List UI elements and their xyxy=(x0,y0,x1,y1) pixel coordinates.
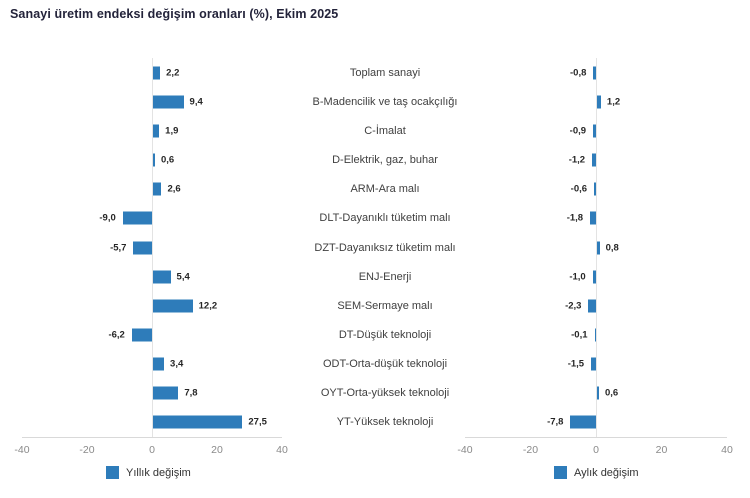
monthly-axis-tick-label: -20 xyxy=(522,444,539,456)
monthly-x-axis xyxy=(465,437,727,438)
monthly-value-label: -0,1 xyxy=(571,329,588,341)
annual-value-label: -6,2 xyxy=(108,329,125,341)
category-label: B-Madencilik ve taş ocakçılığı xyxy=(312,95,458,108)
annual-bar xyxy=(153,153,155,167)
monthly-bar xyxy=(591,357,596,371)
monthly-axis-tick-label: 40 xyxy=(721,444,733,456)
monthly-bar xyxy=(597,386,599,400)
category-label: DLT-Dayanıklı tüketim malı xyxy=(319,212,451,225)
annual-value-label: 0,6 xyxy=(160,154,175,166)
monthly-bar xyxy=(570,415,596,429)
category-label: YT-Yüksek teknoloji xyxy=(336,416,434,429)
monthly-value-label: 1,2 xyxy=(606,96,621,108)
monthly-value-label: 0,6 xyxy=(604,387,619,399)
monthly-value-label: -2,3 xyxy=(565,300,582,312)
annual-x-axis xyxy=(22,437,282,438)
monthly-zero-line xyxy=(596,58,597,437)
monthly-bar xyxy=(597,95,601,109)
monthly-bar xyxy=(588,299,596,313)
category-label: OYT-Orta-yüksek teknoloji xyxy=(320,387,450,400)
annual-bar xyxy=(153,357,165,371)
category-label: ARM-Ara malı xyxy=(350,183,420,196)
monthly-axis-tick-label: 0 xyxy=(593,444,599,456)
monthly-value-label: -0,6 xyxy=(570,183,588,195)
category-label: DZT-Dayanıksız tüketim malı xyxy=(314,241,456,254)
legend-label-monthly: Aylık değişim xyxy=(574,466,639,479)
category-label: D-Elektrik, gaz, buhar xyxy=(332,154,438,167)
monthly-value-label: -1,2 xyxy=(568,154,586,166)
monthly-value-label: -0,8 xyxy=(570,67,587,79)
monthly-axis-tick-label: -40 xyxy=(457,444,473,456)
annual-value-label: -5,7 xyxy=(110,242,127,253)
category-label: ENJ-Enerji xyxy=(358,270,412,283)
annual-value-label: 27,5 xyxy=(248,416,267,428)
annual-value-label: 2,2 xyxy=(166,67,180,79)
annual-axis-tick-label: -40 xyxy=(14,444,30,456)
annual-bar xyxy=(153,270,171,284)
legend-swatch-monthly xyxy=(554,466,567,479)
annual-bar xyxy=(153,182,162,196)
monthly-value-label: -1,5 xyxy=(567,358,585,370)
legend-label-annual: Yıllık değişim xyxy=(126,466,191,479)
annual-value-label: 9,4 xyxy=(189,96,203,108)
legend-monthly: Aylık değişim xyxy=(554,466,639,479)
annual-bar xyxy=(133,241,152,254)
annual-bar xyxy=(153,95,184,109)
annual-value-label: 7,8 xyxy=(184,387,198,399)
annual-axis-tick-label: 0 xyxy=(149,444,155,456)
category-label: ODT-Orta-düşük teknoloji xyxy=(322,358,448,371)
annual-value-label: 1,9 xyxy=(165,125,179,137)
annual-bar xyxy=(153,124,160,138)
monthly-bar xyxy=(592,153,596,167)
monthly-bar xyxy=(593,66,596,80)
monthly-value-label: 0,8 xyxy=(605,242,619,253)
chart-title: Sanayi üretim endeksi değişim oranları (… xyxy=(10,7,339,21)
annual-axis-tick-label: 20 xyxy=(211,444,223,456)
legend-swatch-annual xyxy=(106,466,119,479)
monthly-bar xyxy=(590,211,596,225)
annual-value-label: -9,0 xyxy=(99,212,116,224)
monthly-bar xyxy=(594,328,596,342)
annual-value-label: 5,4 xyxy=(176,271,190,283)
annual-bar xyxy=(153,415,243,429)
annual-bar xyxy=(131,328,152,342)
annual-value-label: 3,4 xyxy=(170,358,184,370)
monthly-bar xyxy=(597,241,600,254)
annual-bar xyxy=(153,386,179,400)
monthly-value-label: -1,0 xyxy=(569,271,586,283)
annual-bar xyxy=(122,211,152,225)
annual-value-label: 12,2 xyxy=(198,300,218,312)
category-label: C-İmalat xyxy=(364,124,406,137)
monthly-bar xyxy=(594,182,596,196)
legend-annual: Yıllık değişim xyxy=(106,466,191,479)
monthly-bar xyxy=(592,270,596,284)
category-label: Toplam sanayi xyxy=(349,66,421,79)
monthly-value-label: -7,8 xyxy=(547,416,564,428)
annual-zero-line xyxy=(152,58,153,437)
annual-bar xyxy=(153,299,193,313)
annual-axis-tick-label: 40 xyxy=(276,444,288,456)
annual-bar xyxy=(153,66,161,80)
category-label: SEM-Sermaye malı xyxy=(337,299,433,312)
monthly-axis-tick-label: 20 xyxy=(655,444,668,456)
monthly-value-label: -1,8 xyxy=(566,212,584,224)
annual-axis-tick-label: -20 xyxy=(79,444,95,456)
category-label: DT-Düşük teknoloji xyxy=(338,328,432,341)
annual-value-label: 2,6 xyxy=(167,183,181,195)
monthly-value-label: -0,9 xyxy=(569,125,587,137)
monthly-bar xyxy=(593,124,596,138)
